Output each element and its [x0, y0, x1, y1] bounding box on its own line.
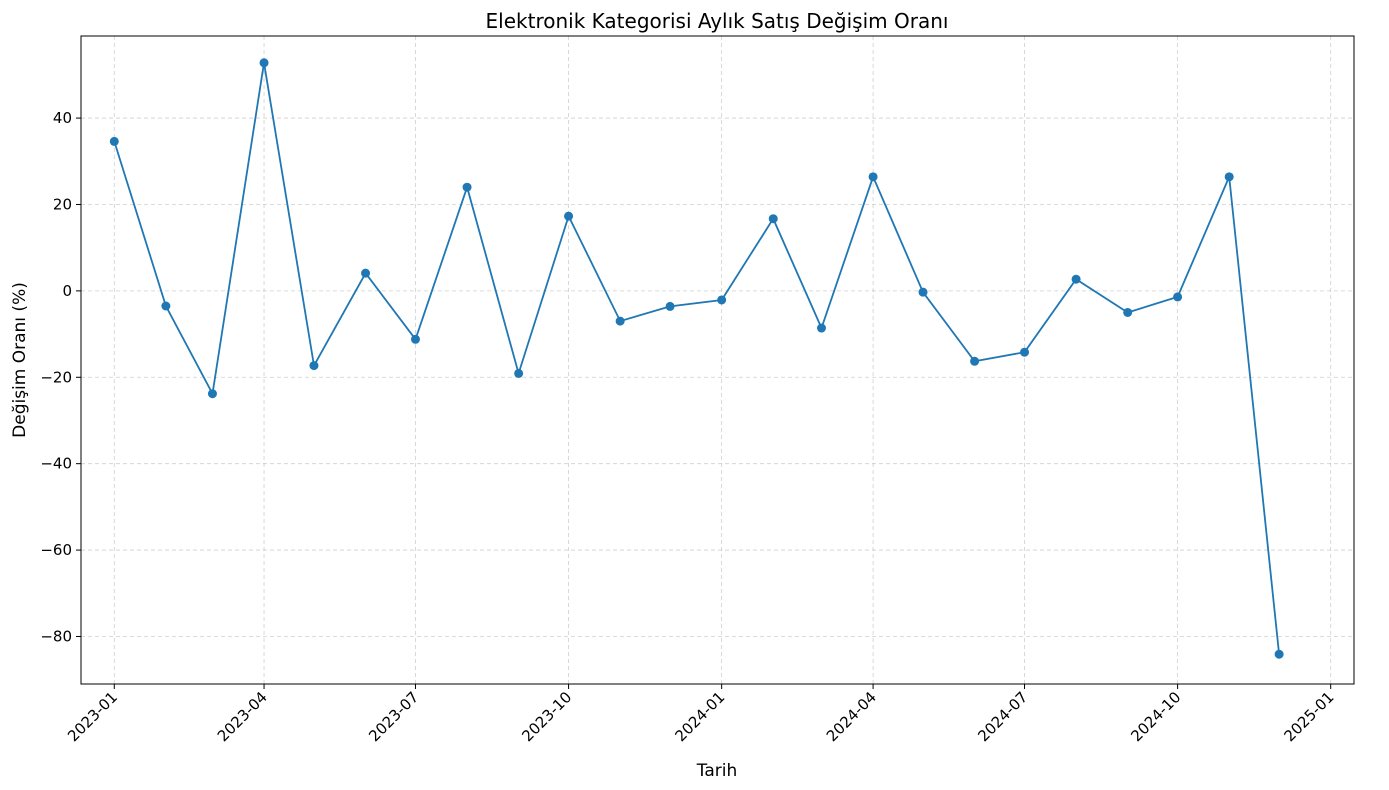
- data-point: [161, 301, 171, 311]
- data-point: [410, 334, 420, 344]
- plot-frame: [80, 35, 1355, 685]
- series-line: [113, 62, 1280, 655]
- x-axis-label: Tarih: [696, 761, 737, 781]
- data-point: [462, 182, 472, 192]
- data-point: [1123, 307, 1133, 317]
- data-point: [309, 361, 319, 371]
- y-tick-label: 40: [53, 109, 72, 127]
- data-point: [1173, 292, 1183, 302]
- data-point: [665, 301, 675, 311]
- data-point: [361, 268, 371, 278]
- data-point: [1020, 347, 1030, 357]
- y-axis: −80 −60 −40 −20 0 20 40: [40, 109, 81, 645]
- chart-title: Elektronik Kategorisi Aylık Satış Değişi…: [486, 9, 949, 33]
- data-point: [564, 211, 574, 221]
- y-tick-label: −60: [40, 541, 72, 559]
- y-tick-label: 20: [53, 195, 72, 213]
- y-axis-label: Değişim Oranı (%): [10, 282, 30, 438]
- data-point: [918, 287, 928, 297]
- data-point: [768, 214, 778, 224]
- data-point: [817, 323, 827, 333]
- data-point: [1224, 172, 1234, 182]
- data-point: [207, 389, 217, 399]
- data-point: [717, 295, 727, 305]
- y-tick-label: −20: [40, 368, 72, 386]
- y-tick-label: 0: [62, 282, 72, 300]
- data-point: [615, 316, 625, 326]
- data-point: [970, 356, 980, 366]
- y-tick-label: −80: [40, 627, 72, 645]
- series-layer: [109, 58, 1284, 659]
- data-point: [1071, 274, 1081, 284]
- data-point: [514, 368, 524, 378]
- y-tick-label: −40: [40, 455, 72, 473]
- data-point: [1274, 649, 1284, 659]
- data-point: [259, 58, 269, 68]
- data-point: [109, 136, 119, 146]
- data-point: [868, 172, 878, 182]
- grid-layer: [81, 36, 1354, 684]
